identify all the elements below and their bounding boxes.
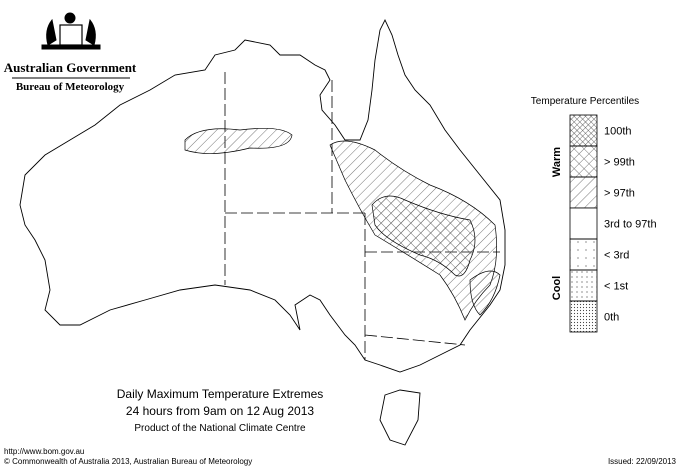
cool-label: Cool [551,276,563,300]
legend-label: > 99th [604,157,635,169]
region-above-99th [371,195,476,277]
legend-swatch [569,269,598,302]
legend-swatch [569,114,598,147]
agency-subtitle: Bureau of Meteorology [16,81,125,93]
footer-copyright: © Commonwealth of Australia 2013, Austra… [4,457,252,466]
legend-label: > 97th [604,188,635,200]
warm-label: Warm [551,147,563,177]
legend-label: < 3rd [604,250,629,262]
caption-product: Product of the National Climate Centre [134,423,306,434]
legend-title: Temperature Percentiles [531,96,639,107]
legend-label: < 1st [604,281,628,293]
legend-label: 100th [604,126,632,138]
footer-issued: Issued: 22/09/2013 [608,457,677,466]
mainland [19,18,506,373]
legend-swatch [569,145,598,178]
legend-swatch [569,238,598,271]
legend: 100th > 99th > 97th 3rd to 97th < 3rd < 1st 0t… [569,114,657,333]
caption-period: 24 hours from 9am on 12 Aug 2013 [126,404,314,418]
footer-url[interactable]: http://www.bom.gov.au [4,447,84,456]
legend-swatch [569,300,598,333]
region-above-97th [469,270,501,316]
caption-title: Daily Maximum Temperature Extremes [117,387,324,401]
legend-label: 3rd to 97th [604,219,657,231]
legend-swatch [569,176,598,209]
region-above-97th [184,128,293,154]
agency-title: Australian Government [4,60,137,75]
legend-swatch [569,207,598,240]
australia-map [19,18,506,446]
tasmania [379,389,421,446]
coat-of-arms [41,12,101,50]
legend-label: 0th [604,312,619,324]
